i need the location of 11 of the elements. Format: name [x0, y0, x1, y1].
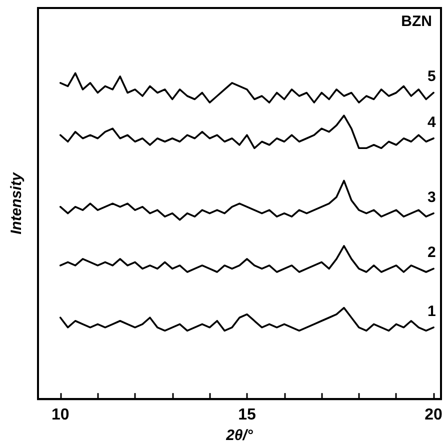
series-label: 5 [428, 68, 436, 86]
series-label: 3 [428, 188, 436, 206]
x-tick-label: 20 [424, 406, 443, 424]
x-tick-label: 10 [51, 406, 70, 424]
x-tick-label: 15 [238, 406, 256, 424]
y-axis-title: Intensity [8, 172, 25, 234]
x-axis-title: 2θ/° [225, 427, 254, 444]
text: BZN [401, 13, 432, 30]
series-label: 2 [428, 244, 436, 262]
series-label: 1 [428, 302, 436, 320]
series-label: 4 [428, 114, 437, 131]
